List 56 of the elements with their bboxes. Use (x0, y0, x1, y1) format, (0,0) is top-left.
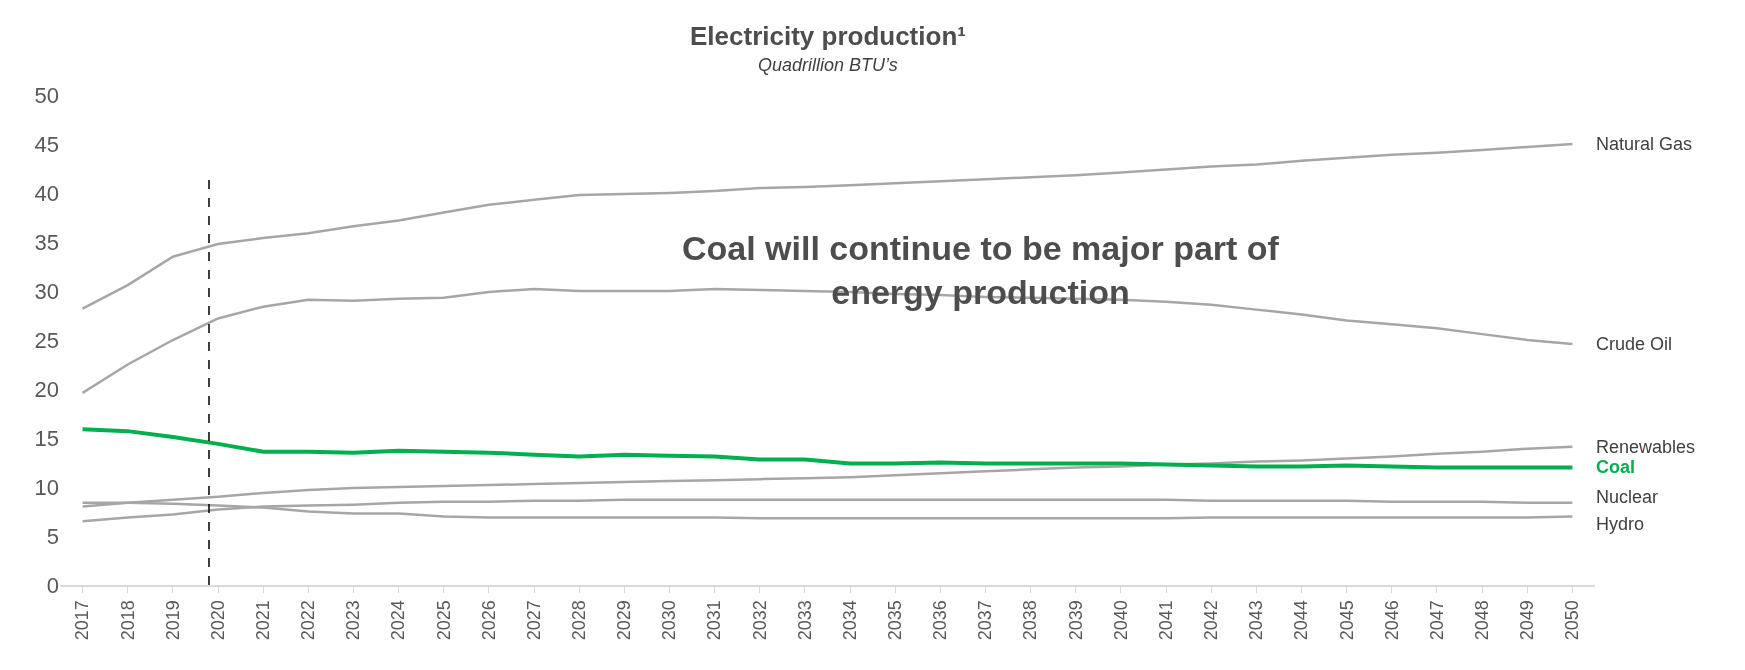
y-tick-label: 5 (46, 523, 59, 549)
x-tick-label: 2043 (1246, 600, 1267, 641)
chart-subtitle: Quadrillion BTU’s (758, 55, 898, 75)
series-label: Crude Oil (1596, 334, 1673, 354)
y-tick-label: 10 (34, 474, 59, 500)
x-tick-label: 2045 (1336, 600, 1357, 641)
series-label: Hydro (1596, 514, 1645, 534)
x-tick-label: 2018 (117, 600, 138, 641)
x-tick-label: 2034 (839, 600, 860, 641)
x-tick-label: 2042 (1201, 600, 1222, 641)
line-series (81, 142, 1574, 310)
y-tick-label: 50 (34, 82, 59, 108)
x-tick-label: 2048 (1471, 600, 1492, 641)
x-tick-label: 2044 (1291, 600, 1312, 641)
x-tick-label: 2022 (298, 600, 319, 641)
series-label: Natural Gas (1596, 134, 1693, 154)
y-tick-label: 15 (34, 425, 59, 451)
x-tick-label: 2046 (1381, 600, 1402, 641)
x-tick-label: 2041 (1155, 600, 1176, 641)
series-label: Renewables (1596, 437, 1696, 457)
line-series (80, 427, 1575, 470)
x-tick-label: 2049 (1517, 600, 1538, 641)
x-tick-label: 2021 (253, 600, 274, 641)
x-tick-label: 2020 (207, 600, 228, 641)
x-tick-label: 2023 (343, 600, 364, 641)
x-tick-label: 2038 (1020, 600, 1041, 641)
y-tick-label: 20 (34, 376, 59, 402)
x-tick-label: 2024 (388, 600, 409, 641)
y-tick-label: 45 (34, 131, 59, 157)
x-tick-label: 2039 (1065, 600, 1086, 641)
x-tick-label: 2040 (1110, 600, 1131, 641)
x-tick-label: 2019 (162, 600, 183, 641)
x-tick-label: 2029 (614, 600, 635, 641)
annotation: Coal will continue to be major part of energy production (682, 229, 1280, 312)
chart-title: Electricity production¹ (690, 21, 966, 51)
y-tick-label: 35 (34, 229, 59, 255)
x-tick-label: 2047 (1426, 600, 1447, 641)
x-tick-label: 2027 (523, 600, 544, 641)
y-tick-label: 25 (34, 327, 59, 353)
x-tick-label: 2036 (930, 600, 951, 641)
y-tick-label: 30 (34, 278, 59, 304)
x-tick-label: 2031 (704, 600, 725, 641)
x-tick-label: 2025 (433, 600, 454, 641)
x-tick-label: 2032 (749, 600, 770, 641)
y-tick-label: 40 (34, 180, 59, 206)
x-tick-label: 2050 (1562, 600, 1583, 641)
series-label: Nuclear (1596, 487, 1659, 507)
x-tick-label: 2035 (885, 600, 906, 641)
y-tick-label: 0 (46, 572, 59, 598)
x-tick-label: 2030 (659, 600, 680, 641)
x-tick-label: 2037 (975, 600, 996, 641)
x-tick-label: 2026 (478, 600, 499, 641)
x-tick-label: 2033 (794, 600, 815, 641)
series-label: Coal (1596, 457, 1636, 477)
x-tick-label: 2028 (569, 600, 590, 641)
x-tick-label: 2017 (72, 600, 93, 641)
